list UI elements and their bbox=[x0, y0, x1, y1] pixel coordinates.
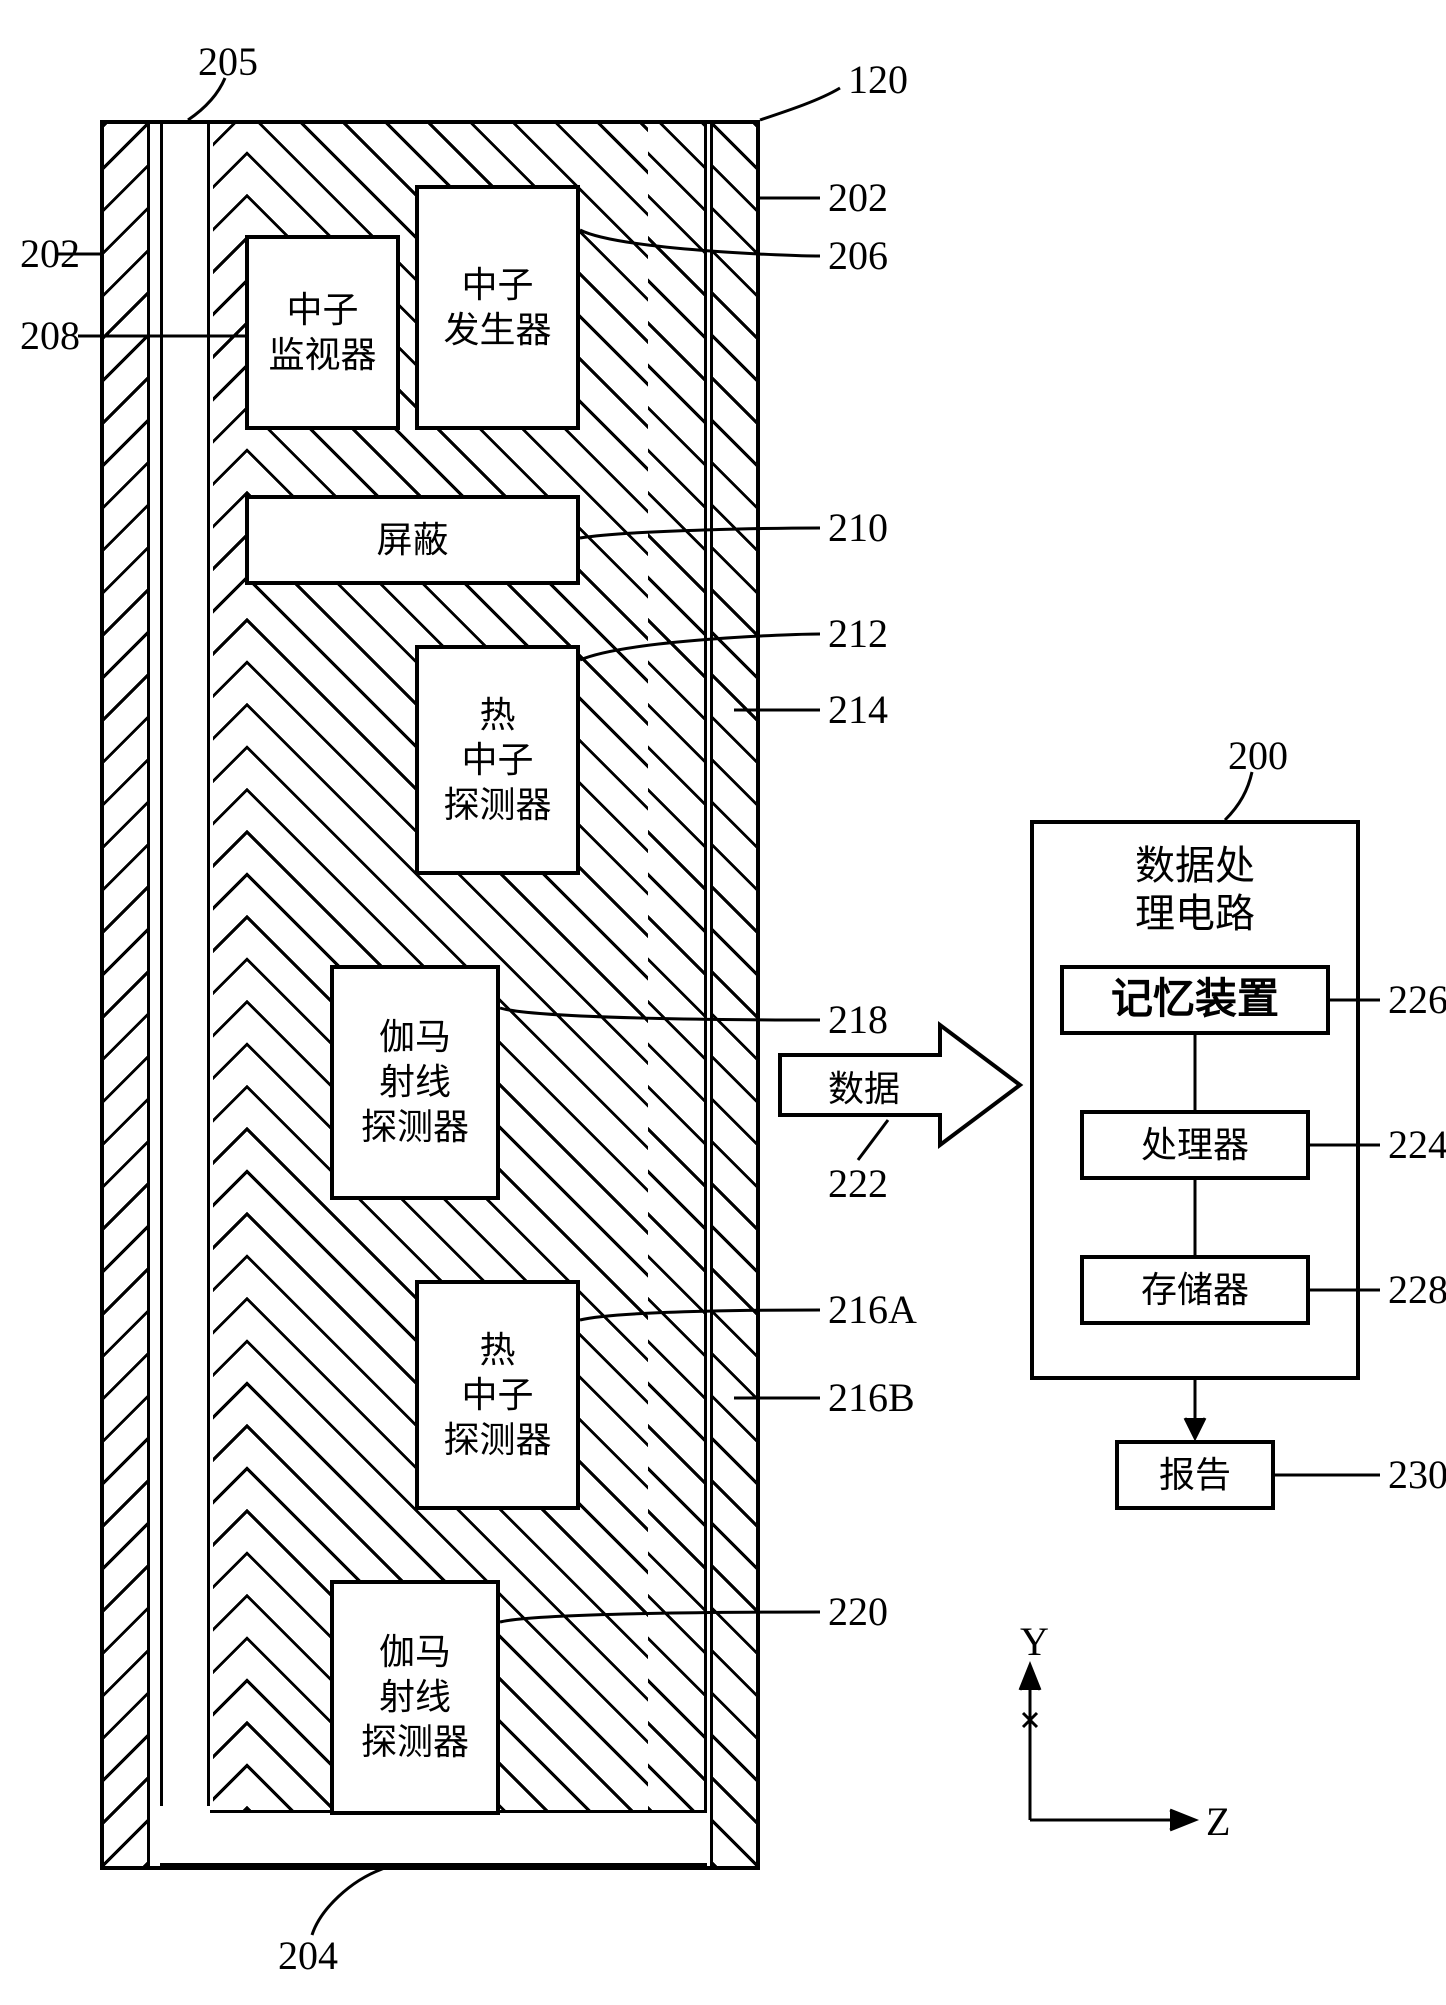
report-box: 报告 bbox=[1115, 1440, 1275, 1510]
ref-208: 208 bbox=[20, 312, 80, 359]
ref-224: 224 bbox=[1388, 1121, 1446, 1168]
thermal-detector-2-box: 热 中子 探测器 bbox=[415, 1280, 580, 1510]
hatch-left-outer bbox=[104, 124, 150, 1866]
memory-device-label: 记忆装置 bbox=[1111, 974, 1279, 1027]
gamma-detector-2-label: 伽马 射线 探测器 bbox=[361, 1630, 469, 1765]
shield-label: 屏蔽 bbox=[376, 518, 448, 563]
processing-title: 数据处 理电路 bbox=[1034, 842, 1356, 938]
neutron-generator-label: 中子 发生器 bbox=[443, 263, 551, 353]
ref-212: 212 bbox=[828, 610, 888, 657]
storage-box: 存储器 bbox=[1080, 1255, 1310, 1325]
axis-z-label: Z bbox=[1206, 1798, 1230, 1845]
ref-210: 210 bbox=[828, 504, 888, 551]
ref-202-right: 202 bbox=[828, 174, 888, 221]
ref-204: 204 bbox=[278, 1932, 338, 1979]
ref-222: 222 bbox=[828, 1160, 888, 1207]
hatch-left-inner bbox=[213, 124, 247, 1810]
thermal-detector-2-label: 热 中子 探测器 bbox=[443, 1328, 551, 1463]
ref-200: 200 bbox=[1228, 732, 1288, 779]
report-label: 报告 bbox=[1159, 1453, 1231, 1498]
thermal-detector-1-box: 热 中子 探测器 bbox=[415, 645, 580, 875]
ref-230: 230 bbox=[1388, 1451, 1446, 1498]
ref-202-left: 202 bbox=[20, 230, 80, 277]
ref-228: 228 bbox=[1388, 1266, 1446, 1313]
hatch-right-outer bbox=[710, 124, 756, 1866]
ref-216B: 216B bbox=[828, 1374, 915, 1421]
shield-box: 屏蔽 bbox=[245, 495, 580, 585]
neutron-generator-box: 中子 发生器 bbox=[415, 185, 580, 430]
ref-120: 120 bbox=[848, 56, 908, 103]
ref-216A: 216A bbox=[828, 1286, 917, 1333]
processor-box: 处理器 bbox=[1080, 1110, 1310, 1180]
diagram-canvas: 中子 监视器 中子 发生器 屏蔽 热 中子 探测器 伽马 射线 探测器 热 中子… bbox=[20, 20, 1446, 1985]
data-arrow-label: 数据 bbox=[828, 1060, 900, 1112]
thermal-detector-1-label: 热 中子 探测器 bbox=[443, 693, 551, 828]
gamma-detector-1-box: 伽马 射线 探测器 bbox=[330, 965, 500, 1200]
ref-218: 218 bbox=[828, 996, 888, 1043]
neutron-monitor-box: 中子 监视器 bbox=[245, 235, 400, 430]
hatch-right-inner bbox=[648, 124, 707, 1810]
neutron-monitor-label: 中子 监视器 bbox=[268, 288, 376, 378]
gamma-detector-1-label: 伽马 射线 探测器 bbox=[361, 1015, 469, 1150]
channel-left bbox=[160, 124, 210, 1810]
processor-label: 处理器 bbox=[1141, 1123, 1249, 1168]
axis-y-label: Y bbox=[1020, 1618, 1049, 1665]
ref-220: 220 bbox=[828, 1588, 888, 1635]
ref-226: 226 bbox=[1388, 976, 1446, 1023]
channel-bottom bbox=[160, 1810, 707, 1866]
storage-label: 存储器 bbox=[1141, 1268, 1249, 1313]
memory-device-box: 记忆装置 bbox=[1060, 965, 1330, 1035]
gamma-detector-2-box: 伽马 射线 探测器 bbox=[330, 1580, 500, 1815]
ref-205: 205 bbox=[198, 38, 258, 85]
ref-206: 206 bbox=[828, 232, 888, 279]
channel-join bbox=[160, 1806, 210, 1814]
ref-214: 214 bbox=[828, 686, 888, 733]
